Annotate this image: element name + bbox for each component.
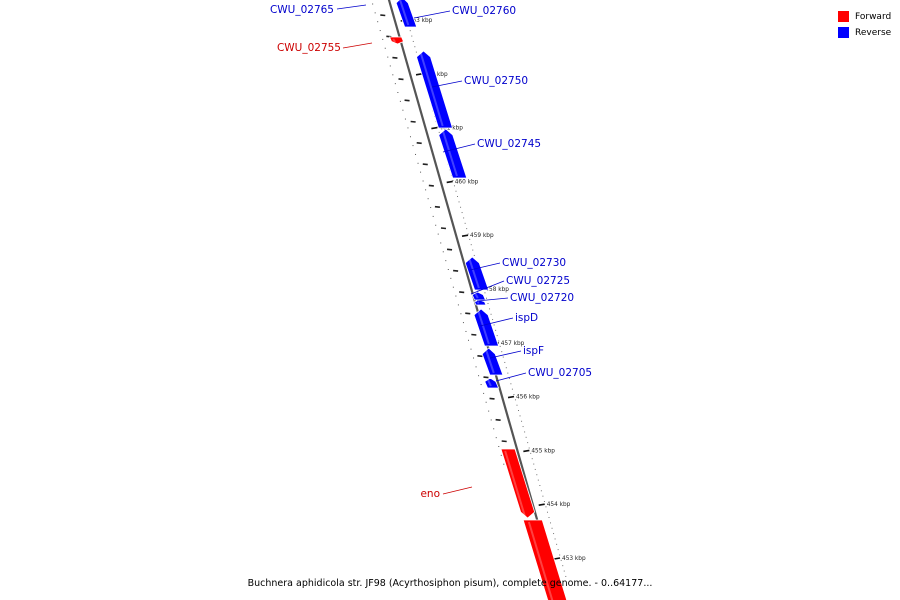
gene-eno [522,519,568,600]
minor-tick [489,397,495,400]
tick-dots [372,3,567,577]
gene-CWU_02760 [395,0,418,28]
leader-eno [442,486,473,495]
scale-label: 458 kbp [485,287,509,293]
label-CWU_02760: CWU_02760 [452,5,516,17]
leader-CWU_02755 [342,42,373,49]
legend-label-forward: Forward [855,11,892,22]
scale-label: 463 kbp [409,18,433,24]
leader-CWU_02765 [336,4,367,10]
minor-tick [428,184,434,187]
minor-tick [434,205,440,208]
scale-label: 454 kbp [547,502,571,508]
scale-label: 460 kbp [455,179,479,185]
gene-highlight [399,0,410,26]
scale-label: 461 kbp [439,126,463,132]
label-CWU_02730: CWU_02730 [502,257,566,269]
gene-features [388,0,568,600]
gene-highlight [504,450,526,517]
map-caption: Buchnera aphidicola str. JF98 (Acyrthosi… [247,578,653,589]
label-CWU_02745: CWU_02745 [477,138,541,150]
scale-label: 455 kbp [531,448,555,454]
minor-tick [392,56,398,59]
forward-swatch [838,11,849,22]
major-tick [415,73,423,76]
minor-tick [465,312,471,315]
leader-CWU_02725 [470,280,505,295]
major-tick [461,234,469,237]
reverse-swatch [838,27,849,38]
scale-label: 459 kbp [470,233,494,239]
label-CWU_02725: CWU_02725 [506,275,570,287]
scale-label: 456 kbp [516,395,540,401]
minor-tick [410,120,416,123]
leader-CWU_02705 [495,372,527,382]
minor-tick [398,78,404,81]
minor-tick [477,355,483,358]
gene-CWU_02705 [484,377,500,389]
label-leader-lines [336,4,527,495]
minor-tick [483,376,489,379]
legend-item-forward: Forward [838,9,891,24]
gene-highlight [392,38,396,43]
minor-tick [495,418,501,421]
gene-labels: CWU_02765 CWU_02760 CWU_02755 CWU_02750 CWU_… [270,4,592,500]
label-eno: eno [420,488,440,500]
minor-tick [440,227,447,230]
minor-tick [380,14,386,17]
minor-tick [459,291,465,294]
gene-highlight [474,293,479,299]
gene-CWU_02745 [438,128,468,179]
leader-CWU_02750 [431,80,463,88]
gene-CWU_02755 [388,36,405,45]
gene-CWU_02750 [416,50,454,129]
legend-item-reverse: Reverse [838,25,891,40]
minor-tick [404,99,410,102]
minor-tick [453,269,459,272]
gene-eno [500,448,536,519]
gene-CWU_02725 [471,291,487,301]
leader-CWU_02745 [442,143,476,153]
leader-CWU_02720 [476,297,509,302]
leader-ispF [489,350,522,359]
scale-label: 453 kbp [562,556,586,562]
leader-ispD [479,317,514,327]
label-CWU_02750: CWU_02750 [464,75,528,87]
major-tick [507,395,515,399]
gene-highlight [485,349,495,374]
label-ispD: ispD [515,312,538,324]
gene-highlight [487,379,492,387]
label-CWU_02765: CWU_02765 [270,4,334,16]
gene-highlight [419,52,444,127]
major-tick [431,126,438,130]
major-tick [446,180,453,184]
legend-label-reverse: Reverse [855,27,892,38]
leader-CWU_02730 [469,262,501,271]
label-CWU_02720: CWU_02720 [510,292,574,304]
label-CWU_02755: CWU_02755 [277,42,341,54]
legend: Forward Reverse [838,9,891,41]
gene-highlight [527,521,554,600]
minor-tick [422,163,428,166]
gene-highlight [477,310,490,345]
minor-tick [446,248,453,251]
major-tick [553,557,561,560]
label-CWU_02705: CWU_02705 [528,367,592,379]
minor-tick [471,333,477,336]
gene-ispF [481,347,504,376]
minor-tick [501,440,507,443]
label-ispF: ispF [523,345,544,357]
scale-label: 457 kbp [501,341,525,347]
leader-CWU_02760 [413,10,451,19]
gene-highlight [442,130,458,177]
major-tick [523,449,530,453]
gene-ispD [473,308,500,347]
gene-highlight [476,301,480,304]
minor-tick [416,142,422,145]
major-tick [538,503,545,506]
gene-highlight [468,258,480,289]
